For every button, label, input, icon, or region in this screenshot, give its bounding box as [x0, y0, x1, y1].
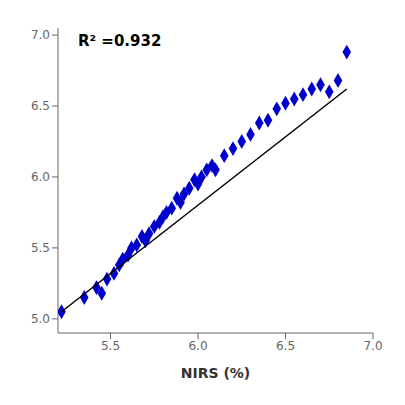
- svg-text:6.0: 6.0: [188, 339, 207, 353]
- svg-text:5.5: 5.5: [101, 339, 120, 353]
- svg-text:6.0: 6.0: [31, 170, 50, 184]
- svg-text:NIRS (%): NIRS (%): [181, 365, 251, 381]
- svg-text:6.5: 6.5: [31, 99, 50, 113]
- svg-text:7.0: 7.0: [31, 28, 50, 42]
- svg-text:6.5: 6.5: [276, 339, 295, 353]
- svg-text:7.0: 7.0: [363, 339, 382, 353]
- svg-text:5.5: 5.5: [31, 241, 50, 255]
- svg-text:5.0: 5.0: [31, 312, 50, 326]
- html-text:R² =0.932: R² =0.932: [78, 32, 162, 50]
